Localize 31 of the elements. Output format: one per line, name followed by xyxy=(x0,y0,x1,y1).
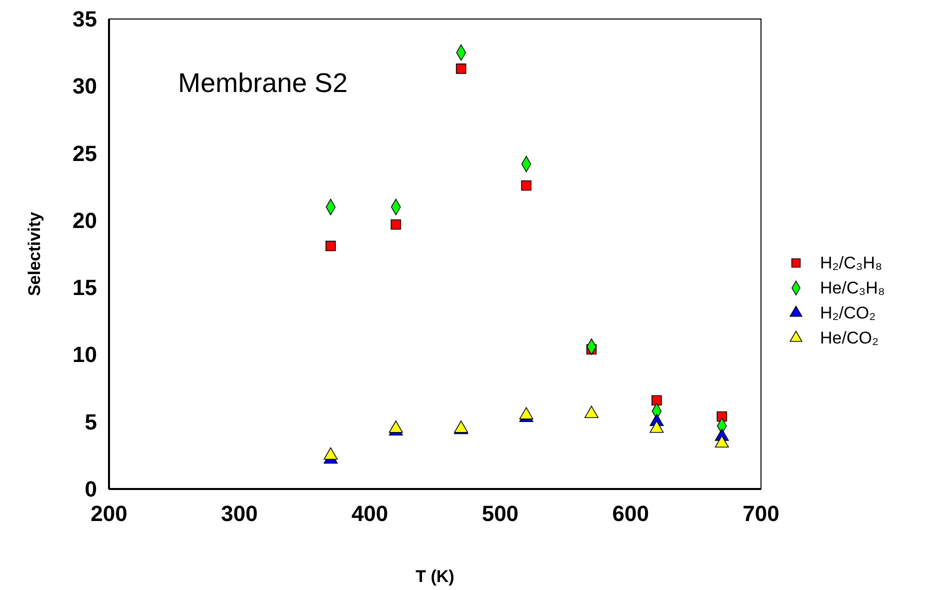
point xyxy=(390,219,402,230)
y-tick-label: 20 xyxy=(72,208,97,233)
y-tick-label: 30 xyxy=(72,74,97,99)
point xyxy=(584,406,598,418)
legend-label: He/CO₂ xyxy=(820,328,879,348)
point xyxy=(324,447,338,460)
legend-label: H₂/C₃H₈ xyxy=(820,254,882,272)
y-tick-label: 15 xyxy=(72,275,97,300)
y-tick-label: 0 xyxy=(84,476,97,502)
y-tick-label: 5 xyxy=(84,409,97,434)
point xyxy=(650,420,664,433)
x-tick-label: 300 xyxy=(221,501,258,526)
y-tick-label: 10 xyxy=(72,342,97,368)
x-tick-label: 700 xyxy=(742,501,780,526)
point xyxy=(388,420,403,433)
point xyxy=(456,64,466,74)
legend-label: He/C₃H₈ xyxy=(820,278,885,298)
legend-label: H₂/CO₂ xyxy=(820,304,876,322)
x-axis-title: T (K) xyxy=(416,567,454,586)
x-tick-label: 500 xyxy=(482,501,519,526)
point xyxy=(521,180,532,191)
point xyxy=(714,435,729,448)
x-tick-label: 200 xyxy=(90,501,128,526)
point xyxy=(519,407,534,420)
x-tick-label: 600 xyxy=(612,501,649,526)
y-axis-title: Selectivity xyxy=(25,211,44,296)
y-tick-label: 35 xyxy=(72,6,97,32)
point xyxy=(326,240,336,252)
x-tick-label: 400 xyxy=(351,501,388,526)
y-tick-label: 25 xyxy=(72,140,97,166)
annotation: Membrane S2 xyxy=(178,68,348,98)
